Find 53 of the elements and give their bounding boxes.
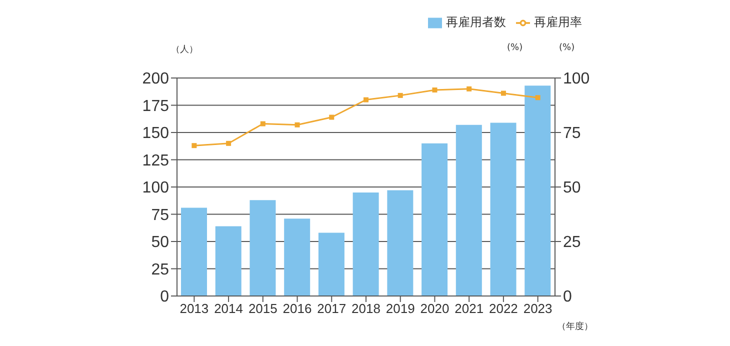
point xyxy=(466,86,472,92)
y-tick-label: 150 xyxy=(142,125,170,142)
point xyxy=(535,95,540,100)
point xyxy=(364,97,368,102)
y-tick-label: 175 xyxy=(142,98,170,115)
x-axis-title: （年度） xyxy=(557,320,593,333)
legend-label: 再雇用率 xyxy=(534,15,582,29)
x-tick-label: 2015 xyxy=(248,301,278,316)
y2-tick-label: 100 xyxy=(563,70,590,88)
bar xyxy=(352,192,379,296)
point xyxy=(192,143,197,148)
y-tick-label: 75 xyxy=(151,206,170,224)
point xyxy=(329,114,334,120)
y-tick-label: 100 xyxy=(142,180,170,197)
bar xyxy=(284,218,310,296)
y2-tick-label: 75 xyxy=(563,125,581,142)
x-tick-label: 2021 xyxy=(454,301,484,316)
y-tick-label: 25 xyxy=(151,261,170,278)
bar xyxy=(318,232,344,296)
y-tick-label: 125 xyxy=(142,152,170,170)
x-tick-label: 2018 xyxy=(352,301,380,316)
x-tick-label: 2016 xyxy=(282,301,312,316)
x-tick-label: 2017 xyxy=(317,301,346,316)
legend-label: 再雇用者数 xyxy=(446,15,506,29)
y2-tick-label: 50 xyxy=(563,180,581,197)
point xyxy=(432,87,438,92)
x-tick-label: 2014 xyxy=(214,301,244,316)
y2-tick-label: 25 xyxy=(563,234,581,252)
y-axis-title: （人） xyxy=(171,44,198,56)
bar xyxy=(490,122,516,296)
y-tick-label: 200 xyxy=(142,70,170,88)
y-tick-label: 0 xyxy=(160,288,170,306)
bar xyxy=(387,190,414,296)
x-tick-label: 2019 xyxy=(386,301,415,316)
text: (%) xyxy=(507,43,523,53)
point xyxy=(398,92,403,98)
bar xyxy=(250,200,276,296)
bar xyxy=(215,226,242,296)
x-tick-label: 2013 xyxy=(180,301,209,316)
y2-tick-label: 0 xyxy=(563,288,572,306)
y2-axis-title: (%) xyxy=(559,43,575,53)
bar xyxy=(422,143,448,296)
bar xyxy=(181,208,207,296)
x-tick-label: 2022 xyxy=(488,301,518,316)
y-tick-label: 50 xyxy=(151,234,170,252)
point xyxy=(500,90,506,96)
x-tick-label: 2023 xyxy=(523,301,552,316)
x-tick-label: 2020 xyxy=(420,301,450,316)
point xyxy=(294,122,300,128)
bar xyxy=(456,124,482,296)
point xyxy=(226,140,232,146)
bar xyxy=(524,86,551,296)
point xyxy=(260,121,266,126)
